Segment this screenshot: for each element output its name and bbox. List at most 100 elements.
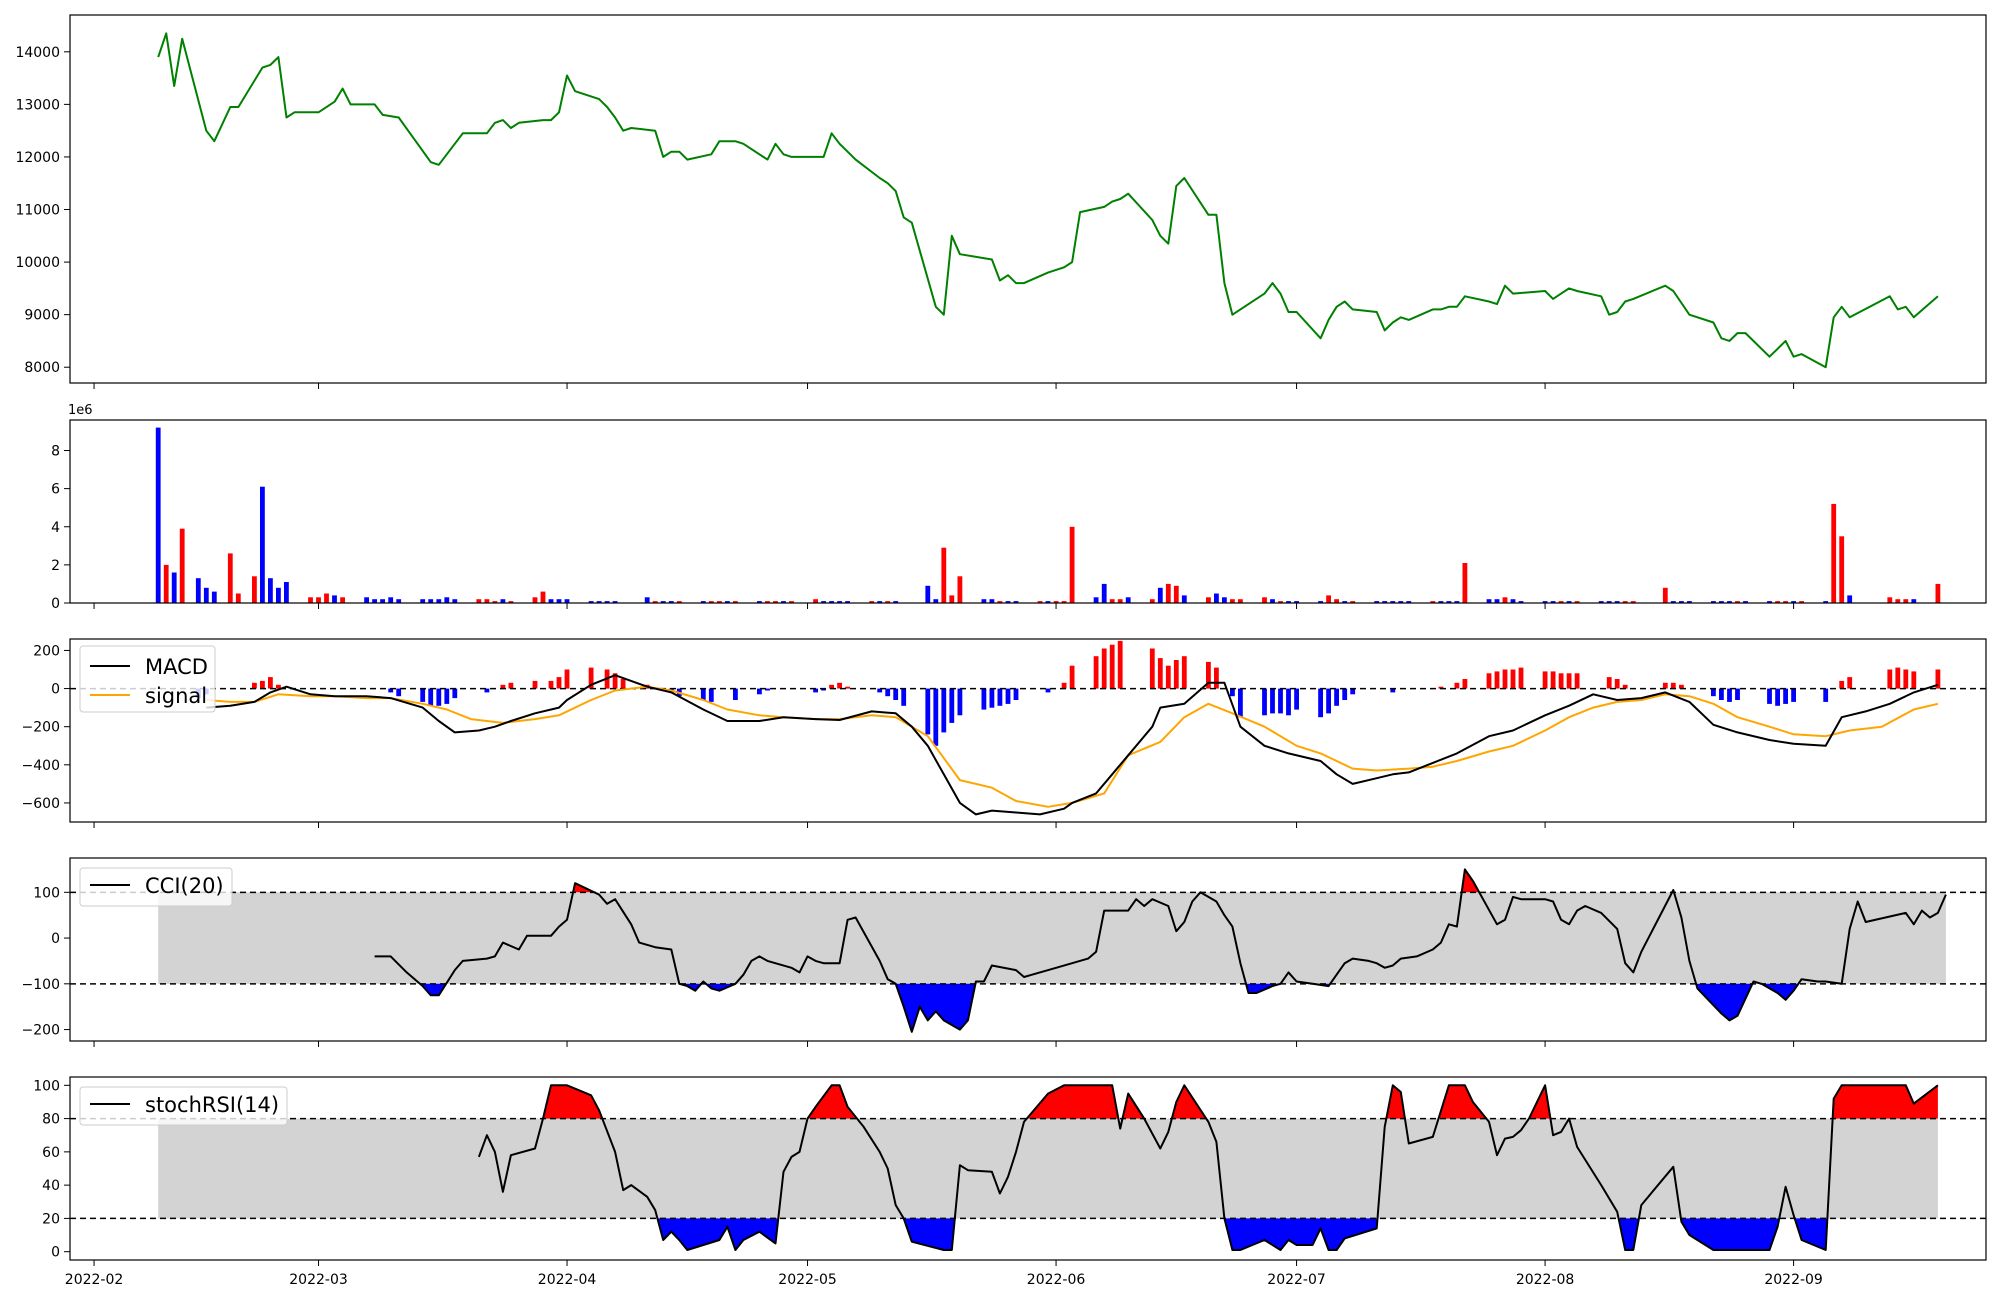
macd-histogram-bar <box>997 688 1003 706</box>
stochrsi-overbought-fill <box>1438 1085 1487 1119</box>
volume-bar <box>877 601 883 603</box>
macd-histogram-bar <box>588 667 594 689</box>
volume-bar <box>171 572 177 603</box>
volume-bar <box>268 578 273 603</box>
stochrsi-ytick-label: 0 <box>51 1245 60 1261</box>
volume-ytick-label: 4 <box>51 520 60 536</box>
volume-bar <box>1053 601 1059 603</box>
volume-bar <box>1005 601 1011 603</box>
volume-bar <box>660 601 666 603</box>
stochrsi-ytick-label: 40 <box>42 1178 60 1194</box>
stochrsi-overbought-fill <box>1529 1085 1551 1119</box>
stochrsi-overbought-fill <box>807 1085 857 1119</box>
macd-histogram-bar <box>1454 682 1460 689</box>
volume-bar <box>1286 601 1291 603</box>
volume-bar <box>1895 599 1901 603</box>
volume-bar <box>1149 599 1155 603</box>
stochrsi-oversold-fill <box>1224 1218 1378 1250</box>
cci-panel-frame <box>69 857 1987 1042</box>
volume-bar <box>1719 601 1724 603</box>
volume-offset-label: 1e6 <box>68 403 93 418</box>
volume-bar <box>1037 601 1043 603</box>
macd-histogram-bar <box>765 688 770 691</box>
volume-bar <box>1558 601 1564 603</box>
macd-histogram-bar <box>1622 684 1628 689</box>
volume-bar <box>1406 601 1412 603</box>
macd-histogram-bar <box>1005 688 1011 704</box>
volume-bar <box>893 601 899 603</box>
x-tick-label: 2022-07 <box>1267 1272 1326 1288</box>
volume-bar <box>1662 587 1668 604</box>
volume-panel: 1e6 0 2 4 6 8 <box>51 403 1987 612</box>
macd-histogram-bar <box>1165 665 1171 689</box>
volume-bar <box>885 601 891 603</box>
macd-histogram-bar <box>1390 688 1396 693</box>
x-tick-label: 2022-09 <box>1764 1272 1823 1288</box>
volume-bar <box>195 578 201 603</box>
macd-panel-frame <box>69 638 1987 823</box>
macd-histogram-bar <box>1494 671 1500 689</box>
volume-bar <box>1711 601 1716 603</box>
stochrsi-oversold-fill <box>657 1218 779 1250</box>
volume-bar <box>837 601 842 603</box>
volume-bar <box>781 601 786 603</box>
macd-histogram-bar <box>1502 669 1508 689</box>
volume-bar <box>604 601 610 603</box>
volume-bar <box>981 599 987 603</box>
volume-ytick-label: 8 <box>51 444 60 460</box>
stochrsi-oversold-fill <box>1680 1218 1780 1250</box>
macd-histogram-bar <box>1903 669 1909 689</box>
macd-histogram-bar <box>1887 669 1893 689</box>
volume-bar <box>717 601 722 603</box>
volume-bar <box>564 599 570 603</box>
macd-histogram-bar <box>1206 661 1211 689</box>
volume-bar <box>452 599 458 603</box>
macd-histogram-bar <box>1606 677 1612 689</box>
macd-histogram-bar <box>1286 688 1291 716</box>
volume-bar <box>925 585 931 603</box>
volume-bar <box>997 601 1003 603</box>
volume-bar <box>1326 595 1331 603</box>
volume-bar <box>1518 601 1524 603</box>
macd-histogram-bar <box>901 688 907 706</box>
volume-bar <box>1206 597 1211 603</box>
price-ytick-label: 8000 <box>24 360 60 376</box>
macd-ytick-label: −600 <box>22 796 60 812</box>
macd-histogram-bar <box>1518 667 1524 689</box>
volume-bar <box>949 595 955 603</box>
volume-bar <box>1101 583 1107 603</box>
volume-bar <box>1262 597 1267 603</box>
macd-histogram-bar <box>845 686 850 689</box>
x-tick-label: 2022-08 <box>1516 1272 1575 1288</box>
volume-panel-frame <box>69 419 1987 604</box>
cci-oversold-fill <box>1696 983 1753 1021</box>
volume-ytick-label: 6 <box>51 482 60 498</box>
volume-bar <box>1230 599 1235 603</box>
volume-bar <box>652 601 658 603</box>
macd-histogram-bar <box>436 688 442 706</box>
volume-bar <box>1935 583 1941 603</box>
volume-bar <box>340 597 345 603</box>
macd-histogram-bar <box>1510 669 1516 689</box>
volume-bar <box>1887 597 1893 603</box>
macd-histogram-bar <box>877 688 883 693</box>
volume-bar <box>933 599 939 603</box>
macd-histogram-bar <box>1318 688 1323 718</box>
macd-histogram-bar <box>1791 688 1796 702</box>
price-ytick-label: 14000 <box>15 45 60 61</box>
macd-histogram-bar <box>532 680 538 689</box>
volume-bar <box>1117 599 1123 603</box>
macd-histogram-bar <box>829 684 834 689</box>
volume-bar <box>163 564 169 603</box>
volume-bar <box>1687 601 1692 603</box>
volume-bar <box>1278 601 1283 603</box>
price-ytick-label: 9000 <box>24 308 60 324</box>
volume-bar <box>789 601 794 603</box>
volume-bar <box>1911 599 1917 603</box>
volume-bar <box>1390 601 1396 603</box>
volume-bar <box>364 597 369 603</box>
volume-bar <box>1510 599 1516 603</box>
price-panel-marks: 8000 9000 10000 11000 12000 13000 14000 <box>15 14 1987 389</box>
macd-histogram-bar <box>708 688 714 702</box>
volume-bar <box>1318 601 1323 603</box>
